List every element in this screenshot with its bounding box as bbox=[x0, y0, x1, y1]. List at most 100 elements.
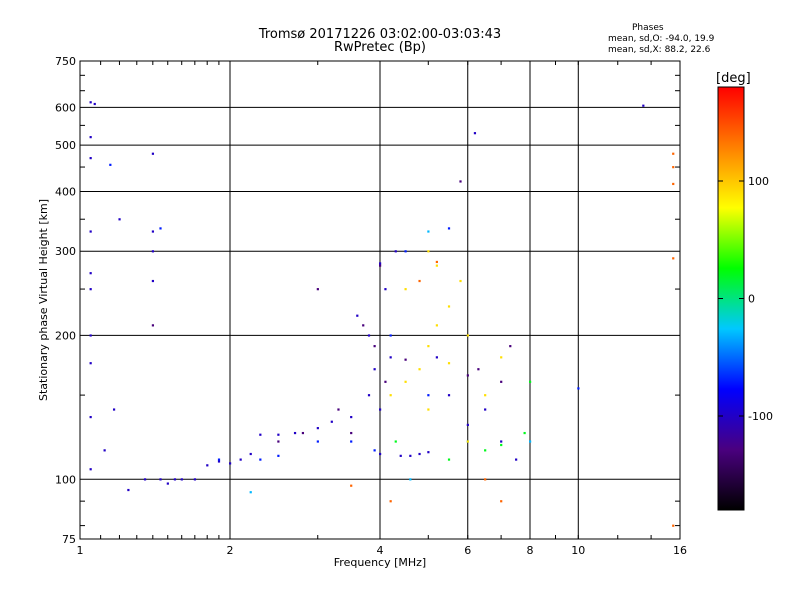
y-tick-label: 75 bbox=[62, 533, 76, 546]
data-point bbox=[379, 262, 382, 265]
data-point bbox=[389, 334, 392, 337]
data-point bbox=[166, 482, 169, 485]
data-point bbox=[509, 345, 512, 348]
data-point bbox=[484, 449, 487, 452]
data-point bbox=[500, 443, 503, 447]
data-point bbox=[484, 478, 487, 481]
data-point bbox=[229, 462, 232, 465]
data-point bbox=[109, 163, 112, 166]
data-point bbox=[350, 431, 353, 435]
x-tick-label: 6 bbox=[464, 544, 471, 557]
grid-lines bbox=[80, 61, 680, 539]
colorbar-ticks: 100 0 -100 bbox=[718, 175, 773, 423]
data-point bbox=[500, 380, 503, 383]
data-point bbox=[89, 136, 92, 139]
data-point bbox=[500, 356, 503, 359]
data-point bbox=[173, 478, 177, 481]
data-point bbox=[373, 449, 376, 452]
data-point bbox=[389, 394, 392, 397]
data-point bbox=[409, 478, 412, 481]
data-point bbox=[523, 431, 526, 435]
chart-title: Tromsø 20171226 03:02:00-03:03:43 bbox=[258, 27, 502, 42]
data-point bbox=[373, 368, 376, 371]
data-point bbox=[151, 250, 155, 253]
stats-title: Phases bbox=[632, 23, 664, 33]
data-point bbox=[389, 356, 392, 359]
data-point bbox=[89, 288, 92, 291]
data-point bbox=[379, 264, 382, 267]
data-point bbox=[93, 102, 96, 106]
data-point bbox=[447, 458, 451, 461]
data-point bbox=[89, 101, 92, 104]
data-point bbox=[337, 408, 340, 411]
y-tick-label: 600 bbox=[55, 101, 76, 114]
data-point bbox=[427, 250, 430, 253]
y-tick-label: 750 bbox=[55, 55, 76, 68]
x-tick-label: 10 bbox=[571, 544, 585, 557]
data-point bbox=[466, 374, 469, 377]
data-point bbox=[277, 433, 280, 436]
data-point bbox=[259, 458, 262, 461]
data-point bbox=[435, 264, 438, 267]
data-point bbox=[427, 408, 430, 411]
x-tick-label: 16 bbox=[673, 544, 687, 557]
data-point bbox=[277, 440, 280, 443]
data-point bbox=[500, 500, 503, 503]
data-point bbox=[89, 230, 92, 233]
data-point bbox=[427, 345, 430, 348]
data-point bbox=[529, 380, 532, 383]
data-point bbox=[159, 478, 162, 481]
y-tick-label: 300 bbox=[55, 245, 76, 258]
data-point bbox=[127, 488, 130, 492]
x-tick-label: 1 bbox=[77, 544, 84, 557]
data-point bbox=[447, 362, 451, 365]
y-axis-label: Stationary phase Virtual Height [km] bbox=[37, 199, 50, 401]
data-point bbox=[389, 500, 392, 503]
data-point bbox=[379, 452, 382, 456]
data-point bbox=[151, 324, 155, 327]
colorbar-tick-label: -100 bbox=[748, 410, 773, 423]
data-point bbox=[356, 314, 359, 317]
data-point bbox=[447, 394, 451, 397]
data-point bbox=[159, 227, 162, 230]
data-point bbox=[217, 460, 221, 463]
data-point bbox=[447, 227, 451, 230]
data-point bbox=[484, 394, 487, 397]
data-point bbox=[89, 157, 92, 160]
data-point bbox=[151, 230, 155, 233]
data-point bbox=[384, 288, 387, 291]
data-point bbox=[435, 324, 438, 327]
data-point bbox=[399, 454, 402, 457]
y-tick-label: 200 bbox=[55, 329, 76, 342]
data-point bbox=[418, 452, 421, 456]
data-point bbox=[350, 440, 353, 443]
data-point bbox=[180, 478, 183, 481]
data-point bbox=[484, 408, 487, 411]
data-point bbox=[409, 454, 412, 457]
data-point bbox=[103, 449, 106, 452]
data-point bbox=[672, 524, 675, 527]
data-point bbox=[447, 305, 451, 308]
data-point bbox=[143, 478, 147, 481]
data-point bbox=[577, 387, 580, 390]
data-point bbox=[394, 440, 397, 443]
x-axis-label: Frequency [MHz] bbox=[334, 556, 426, 569]
data-point bbox=[418, 368, 421, 371]
x-axis-ticks: 1 2 4 6 8 10 16 bbox=[77, 61, 687, 557]
data-point bbox=[193, 478, 197, 481]
y-tick-label: 100 bbox=[55, 473, 76, 486]
y-tick-label: 400 bbox=[55, 185, 76, 198]
data-point bbox=[151, 152, 155, 155]
data-point bbox=[367, 394, 371, 397]
data-point bbox=[249, 452, 252, 456]
data-point bbox=[217, 458, 221, 461]
data-point bbox=[466, 440, 469, 443]
data-point bbox=[672, 257, 675, 260]
data-point bbox=[427, 451, 430, 454]
chart-subtitle: RwPretec (Bp) bbox=[333, 40, 427, 55]
data-point bbox=[672, 166, 675, 169]
data-points bbox=[89, 101, 675, 527]
data-point bbox=[239, 458, 242, 461]
stats-o-mode: mean, sd,O: -94.0, 19.9 bbox=[608, 34, 715, 44]
